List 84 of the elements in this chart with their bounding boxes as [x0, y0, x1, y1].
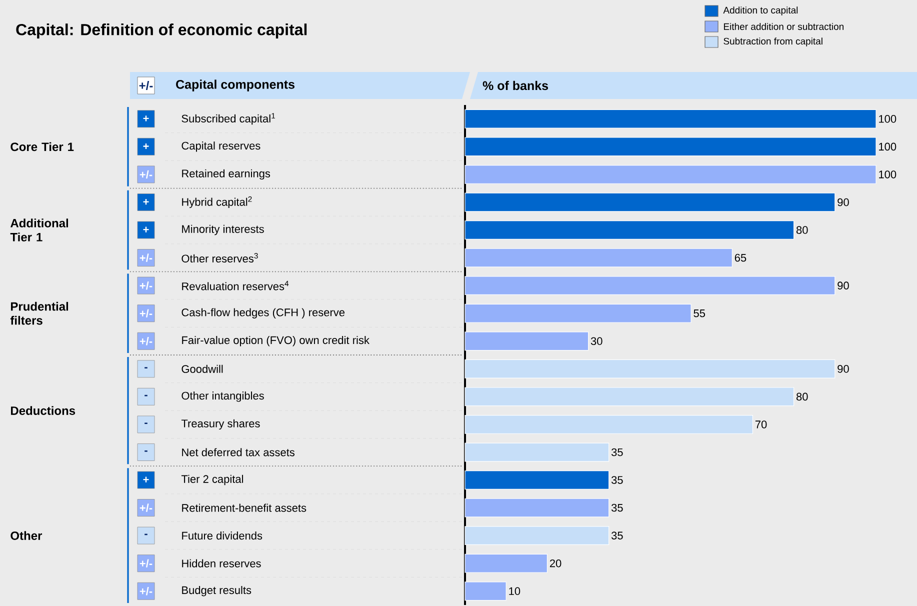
y-tick-label: Retirement-benefit assets [182, 504, 306, 512]
y-tick-label: Treasury shares [181, 419, 260, 430]
data-label: 90 [838, 365, 849, 373]
legend-label: Addition to capital [723, 6, 798, 16]
bar [464, 192, 836, 212]
text: Core Tier 1 [10, 142, 74, 152]
text: Deductions [11, 406, 76, 415]
text: +/- [140, 559, 152, 568]
text: - [144, 450, 148, 452]
y-tick-label: Goodwill [182, 364, 223, 373]
bar [464, 554, 548, 573]
y-tick-label: Future dividends [182, 532, 262, 540]
bar [464, 304, 692, 323]
data-label: 65 [734, 254, 746, 262]
data-label: 35 [611, 532, 623, 540]
text: +/- [140, 170, 152, 179]
y-tick-label: Fair-value option (FVO) own credit risk [182, 336, 370, 346]
data-label: 55 [694, 310, 706, 318]
data-label: 100 [879, 142, 896, 151]
bar [464, 387, 794, 406]
y-tick-label: Net deferred tax assets [182, 448, 295, 456]
bar [464, 582, 506, 601]
text: +/- [140, 337, 152, 346]
text: +/- [140, 587, 152, 596]
text: + [143, 116, 149, 122]
legend-label: Either addition or subtraction [724, 23, 844, 30]
text: Additional Tier 1 [10, 218, 68, 242]
data-label: 100 [879, 170, 896, 178]
text: +/- [139, 81, 153, 90]
text: + [143, 143, 149, 150]
text: +/- [140, 309, 152, 318]
data-label: 35 [611, 504, 623, 512]
data-label: 90 [838, 282, 849, 290]
text: + [143, 226, 149, 232]
bar [464, 359, 836, 378]
legend-label: Subtraction from capital [724, 38, 822, 46]
bar [464, 137, 876, 156]
bar [464, 220, 794, 240]
bar [464, 470, 610, 490]
bar [464, 442, 610, 462]
data-label: 20 [550, 559, 562, 568]
data-label: 35 [611, 476, 623, 484]
data-label: 100 [879, 115, 896, 123]
y-tick-label: Minority interests [182, 224, 264, 236]
data-label: 35 [611, 448, 623, 456]
text: - [144, 534, 148, 536]
text: Capital components [176, 80, 294, 92]
bar [464, 276, 836, 296]
y-tick-label: Revaluation reserves$^{4}$ [182, 280, 289, 290]
bar [464, 164, 876, 184]
text: Other [10, 531, 42, 540]
y-tick-label: Subscribed capital$^{1}$ [182, 113, 275, 125]
text: Prudential filters [10, 302, 68, 325]
bar [464, 414, 754, 434]
data-label: 10 [509, 587, 520, 596]
bar [464, 526, 610, 546]
y-tick-label: Hidden reserves [182, 559, 261, 568]
y-tick-label: Retained earnings [182, 169, 270, 180]
text: - [144, 422, 148, 424]
bar [464, 498, 610, 518]
data-label: 30 [590, 337, 602, 346]
y-tick-label: Other reserves$^{3}$ [182, 253, 258, 263]
text: - [144, 394, 148, 396]
data-label: 90 [838, 198, 849, 206]
text: +/- [140, 281, 152, 290]
text: +/- [140, 254, 152, 262]
y-tick-label: Other intangibles [182, 392, 264, 402]
data-label: 80 [796, 392, 808, 401]
text: +/- [140, 504, 152, 512]
text: + [143, 199, 149, 205]
y-tick-label: Hybrid capital$^{2}$ [182, 196, 252, 208]
text: Capital: Definition of economic capital [16, 24, 307, 38]
bar [464, 248, 732, 268]
y-tick-label: Cash-flow hedges (CFH ) reserve [182, 308, 345, 318]
text: % of banks [482, 80, 548, 90]
text: + [143, 476, 149, 482]
y-tick-label: Capital reserves [182, 142, 260, 152]
y-tick-label: Budget results [182, 586, 252, 596]
data-label: 80 [796, 226, 808, 234]
text: - [144, 367, 148, 368]
bar [464, 109, 876, 128]
y-tick-label: Tier 2 capital [181, 474, 244, 486]
data-label: 70 [755, 420, 767, 428]
bar [464, 332, 589, 351]
